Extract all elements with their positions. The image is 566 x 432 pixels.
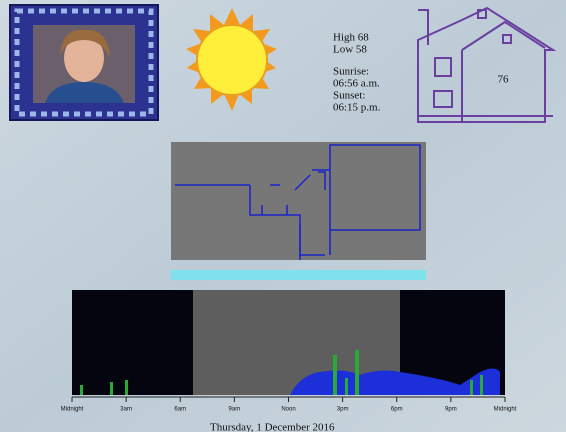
axis-label: Noon (281, 407, 295, 413)
axis-label: 3am (120, 407, 132, 413)
status-bar (171, 270, 426, 280)
sunset-time: 06:15 p.m. (333, 102, 381, 114)
high-temp: High 68 (333, 32, 369, 44)
house-icon (417, 6, 557, 123)
axis-label: 3pm (337, 407, 349, 413)
axis-label: 6am (174, 407, 186, 413)
sunset-label: Sunset: (333, 90, 365, 102)
axis-label: 9pm (445, 407, 457, 413)
sunrise-label: Sunrise: (333, 66, 369, 78)
axis-label: Midnight (61, 407, 84, 413)
activity-chart (72, 290, 505, 398)
low-temp: Low 58 (333, 44, 367, 56)
axis-label: 6pm (391, 407, 403, 413)
axis-label: Midnight (494, 407, 517, 413)
axis-label: 9am (229, 407, 241, 413)
house-temp: 76 (498, 74, 510, 86)
floor-plan (171, 142, 426, 260)
date: Thursday, 1 December 2016 (210, 422, 335, 432)
photo-frame (9, 4, 159, 121)
sunrise-time: 06:56 a.m. (333, 78, 380, 90)
sun-icon (186, 8, 277, 111)
